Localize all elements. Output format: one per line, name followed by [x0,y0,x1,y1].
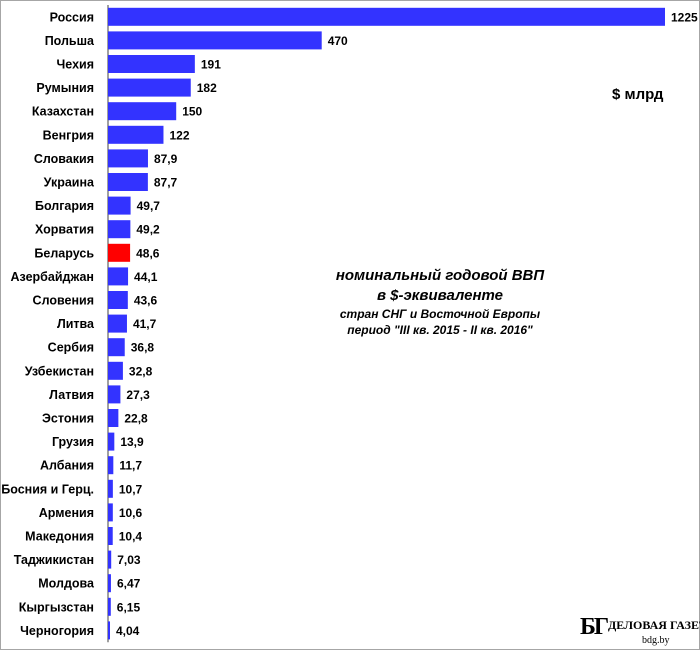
category-label: Сербия [48,341,94,355]
value-label: 10,7 [119,482,143,496]
bar [108,385,121,404]
value-label: 122 [169,128,189,142]
bar [108,479,113,498]
bar [108,314,127,333]
category-label: Литва [57,317,95,331]
category-label: Латвия [49,388,94,402]
value-label: 87,9 [154,152,178,166]
category-label: Азербайджан [11,270,94,284]
category-label: Хорватия [35,223,94,237]
category-label: Чехия [57,58,95,72]
bar [108,196,131,215]
value-label: 13,9 [120,435,144,449]
bar [108,338,125,357]
category-label: Украина [44,176,95,190]
unit-label: $ млрд [612,86,664,103]
bar [108,149,148,168]
bar [108,125,164,144]
category-label: Черногория [20,624,94,638]
bar [108,409,119,427]
value-label: 10,6 [119,506,143,520]
value-label: 27,3 [126,388,150,402]
bar [108,220,131,239]
chart-subtitle-line-1: стран СНГ и Восточной Европы [339,307,541,321]
chart-subtitle-line-2: период "III кв. 2015 - II кв. 2016" [347,323,533,337]
value-label: 49,7 [137,199,161,213]
value-label: 11,7 [119,459,142,473]
bar [108,574,111,593]
value-label: 470 [328,34,348,48]
value-label: 182 [197,81,217,95]
category-label: Казахстан [32,105,94,119]
value-label: 7,03 [117,553,141,567]
bar [108,597,111,616]
bar [108,291,128,309]
category-label: Албания [40,459,94,473]
bar [108,102,177,121]
bar [108,267,129,286]
category-label: Македония [25,530,94,544]
category-label: Босния и Герц. [1,482,94,496]
bar [108,550,112,569]
bar [108,361,123,380]
bar [108,621,110,640]
value-label: 87,7 [154,176,178,190]
category-label: Узбекистан [25,364,94,378]
category-label: Болгария [35,199,94,213]
category-label: Армения [39,506,94,520]
value-label: 4,04 [116,624,140,638]
chart-title-block: номинальный годовой ВВП в $-эквиваленте … [300,266,580,338]
value-label: 43,6 [134,294,158,308]
bar [108,243,131,262]
value-label: 44,1 [134,270,158,284]
chart-title-line-1: номинальный годовой ВВП [335,267,545,284]
category-label: Словения [33,294,94,308]
value-label: 49,2 [136,223,160,237]
category-label: Кыргызстан [19,600,94,614]
value-label: 41,7 [133,317,157,331]
value-label: 32,8 [129,364,153,378]
value-label: 10,4 [119,530,143,544]
bar [108,55,195,73]
value-label: 191 [201,58,221,72]
chart-title-line-2: в $-эквиваленте [376,287,504,304]
logo-site: bdg.by [642,635,670,646]
category-label: Польша [45,34,95,48]
bar [108,78,191,97]
value-label: 48,6 [136,246,160,260]
value-label: 6,15 [117,600,141,614]
bar [108,456,114,475]
category-label: Венгрия [43,128,94,142]
bar [108,7,665,26]
bar [108,527,113,545]
category-label: Словакия [34,152,94,166]
bar [108,31,322,50]
category-label: Румыния [36,81,94,95]
value-label: 150 [182,105,202,119]
category-label: Таджикистан [14,553,94,567]
logo-mark: БГ [580,614,609,640]
category-label: Беларусь [34,246,94,260]
newspaper-logo: БГ ДЕЛОВАЯ ГАЗЕТА bdg.by [580,614,700,647]
value-label: 22,8 [124,412,148,426]
bar [108,173,148,191]
value-label: 1225 [671,10,698,24]
category-label: Молдова [38,577,95,591]
category-label: Эстония [42,412,94,426]
category-label: Россия [50,10,94,24]
value-label: 36,8 [131,341,155,355]
logo-name: ДЕЛОВАЯ ГАЗЕТА [608,618,700,632]
bar [108,503,113,522]
bar [108,432,115,451]
category-label: Грузия [52,435,94,449]
value-label: 6,47 [117,577,141,591]
